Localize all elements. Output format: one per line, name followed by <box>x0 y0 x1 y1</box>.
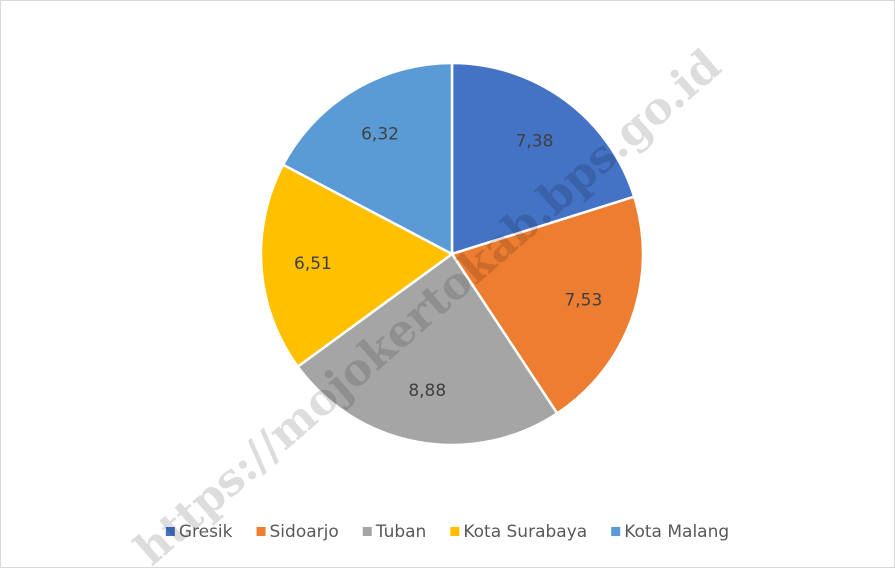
legend-label: Kota Malang <box>624 522 729 542</box>
data-label: 6,32 <box>361 125 399 145</box>
pie-slice <box>295 252 559 447</box>
pie-slice <box>281 61 454 257</box>
legend-marker <box>362 527 372 536</box>
data-label: 7,53 <box>564 291 602 311</box>
legend-marker <box>256 527 266 536</box>
legend-label: Kota Surabaya <box>463 522 587 542</box>
legend-marker <box>611 527 621 536</box>
data-label: 7,38 <box>516 132 554 152</box>
data-label: 6,51 <box>294 254 332 274</box>
data-label: 8,88 <box>408 381 446 401</box>
legend: Gresik Sidoarjo Tuban Kota Surabaya Kota Mal… <box>165 522 729 542</box>
pie: 7,38 7,53 8,88 6,51 6,32 <box>259 61 645 447</box>
pie-slice <box>450 61 636 256</box>
pie-slice <box>450 195 645 416</box>
pie-slice <box>259 163 455 369</box>
legend-label: Tuban <box>375 522 427 542</box>
legend-marker <box>450 527 460 536</box>
legend-label: Sidoarjo <box>270 522 339 542</box>
legend-label: Gresik <box>179 522 233 542</box>
legend-marker <box>165 527 175 536</box>
